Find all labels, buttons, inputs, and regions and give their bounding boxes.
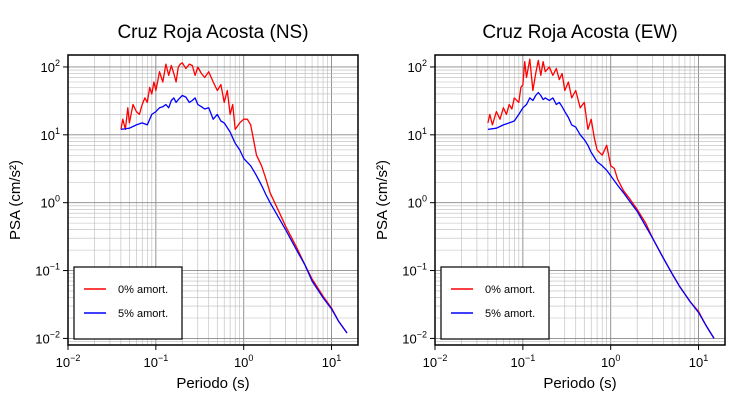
- y-tick-label: 101: [408, 126, 427, 143]
- plot-frame-ns: [67, 54, 359, 346]
- legend-ns: 0% amort. 5% amort.: [73, 266, 183, 340]
- y-tick-label: 102: [408, 58, 427, 75]
- legend-box-ns: [73, 266, 183, 340]
- series-line-0-ew: [487, 58, 715, 339]
- y-axis-label-ew: PSA (cm/s²): [374, 160, 391, 240]
- y-tick-label: 100: [408, 194, 427, 211]
- y-tick-label: 10−2: [35, 329, 60, 346]
- grid-ew: [434, 55, 726, 346]
- series-line-0-ns: [120, 62, 348, 334]
- x-axis-label-ew: Periodo (s): [543, 375, 616, 392]
- data-ns: [120, 62, 348, 334]
- plot-frame-ew: [434, 54, 726, 346]
- legend-ew: 0% amort. 5% amort.: [440, 266, 550, 340]
- y-tick-label: 10−1: [402, 262, 427, 279]
- legend-label-0-ns: 0% amort.: [118, 284, 168, 296]
- legend-label-1-ew: 5% amort.: [485, 308, 535, 320]
- y-tick-label: 100: [41, 194, 60, 211]
- x-axis-label-ns: Periodo (s): [176, 375, 249, 392]
- legend-label-1-ns: 5% amort.: [118, 308, 168, 320]
- series-line-1-ew: [487, 91, 715, 339]
- legend-label-0-ew: 0% amort.: [485, 284, 535, 296]
- y-tick-label: 10−2: [402, 329, 427, 346]
- legend-box-ew: [440, 266, 550, 340]
- series-line-1-ns: [120, 94, 348, 334]
- y-axis-label-ns: PSA (cm/s²): [7, 160, 24, 240]
- chart-title-ew: Cruz Roja Acosta (EW): [482, 22, 677, 43]
- y-tick-label: 101: [41, 126, 60, 143]
- data-ew: [487, 58, 715, 339]
- y-tick-label: 102: [41, 58, 60, 75]
- y-tick-label: 10−1: [35, 262, 60, 279]
- chart-title-ns: Cruz Roja Acosta (NS): [117, 22, 308, 43]
